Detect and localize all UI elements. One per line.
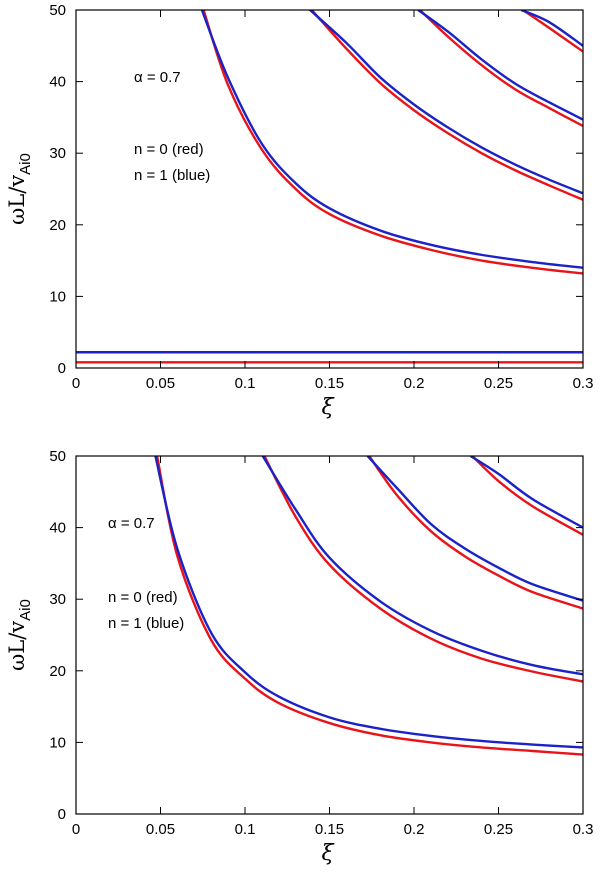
curves-group [154,456,583,756]
top-y-tick-label: 50 [49,2,66,19]
top-x-tick-label: 0 [72,375,80,392]
bottom-y-tick-label: 0 [58,806,66,823]
bottom-x-tick-label: 0.05 [146,821,175,838]
bottom-curve-n0-2 [263,456,583,683]
bottom-y-tick-label: 20 [49,663,66,680]
bottom-x-tick-label: 0.1 [235,821,256,838]
top-annotation-2: n = 1 (blue) [134,167,210,184]
top-curve-n0-8 [522,10,583,53]
top-annotation-0: α = 0.7 [134,69,181,86]
bottom-y-tick-label: 10 [49,734,66,751]
top-y-tick-label: 20 [49,217,66,234]
top-y-tick-label: 10 [49,288,66,305]
bottom-annotation-2: n = 1 (blue) [108,615,184,632]
bottom-y-axis-title: ωL/vAi0 [5,599,34,671]
bottom-curve-n1-3 [261,456,583,676]
bottom-y-tick-label: 30 [49,591,66,608]
bottom-x-tick-label: 0.15 [315,821,344,838]
bottom-y-tick-label: 50 [49,448,66,465]
top-curve-n1-9 [520,10,583,47]
bottom-x-tick-label: 0 [72,821,80,838]
bottom-x-tick-label: 0.3 [573,821,594,838]
bottom-annotation-0: α = 0.7 [108,515,155,532]
top-x-tick-label: 0.05 [146,375,175,392]
top-y-tick-label: 40 [49,74,66,91]
top-curve-n0-2 [202,10,583,275]
top-y-axis-title: ωL/vAi0 [5,153,34,225]
top-annotation-1: n = 0 (red) [134,141,204,158]
top-x-tick-label: 0.2 [404,375,425,392]
bottom-annotation-1: n = 0 (red) [108,589,178,606]
bottom-curve-n0-6 [471,456,583,536]
top-curve-n0-4 [310,10,583,201]
top-x-tick-label: 0.3 [573,375,594,392]
bottom-plot-frame [75,455,584,815]
top-y-tick-label: 0 [58,360,66,377]
bottom-curve-n0-0 [155,456,583,756]
top-y-tick-label: 30 [49,145,66,162]
top-x-tick-label: 0.15 [315,375,344,392]
bottom-curve-n1-1 [154,456,583,749]
top-chart-panel: 0 0.05 0.1 0.15 0.2 0.25 0.3 0 10 20 30 40 50 ξ ωL/vAi… [5,2,593,420]
bottom-x-axis-title: ξ [321,841,335,866]
bottom-chart-panel: 0 0.05 0.1 0.15 0.2 0.25 0.3 0 10 20 30 40 50 ξ ωL/vAi… [5,448,593,866]
bottom-curve-n0-4 [368,456,583,610]
top-x-tick-label: 0.1 [235,375,256,392]
bottom-curve-n1-7 [469,456,583,529]
bottom-x-tick-label: 0.2 [404,821,425,838]
bottom-x-tick-label: 0.25 [484,821,513,838]
bottom-curve-n1-5 [366,456,583,602]
top-curve-n1-7 [417,10,583,121]
bottom-y-tick-label: 40 [49,520,66,537]
top-x-axis-title: ξ [321,395,335,420]
top-curve-n0-6 [419,10,583,128]
top-curve-n1-5 [309,10,583,195]
top-plot-frame [75,9,584,369]
curves-group [76,10,583,364]
top-curve-n1-3 [200,10,583,269]
top-x-tick-label: 0.25 [484,375,513,392]
